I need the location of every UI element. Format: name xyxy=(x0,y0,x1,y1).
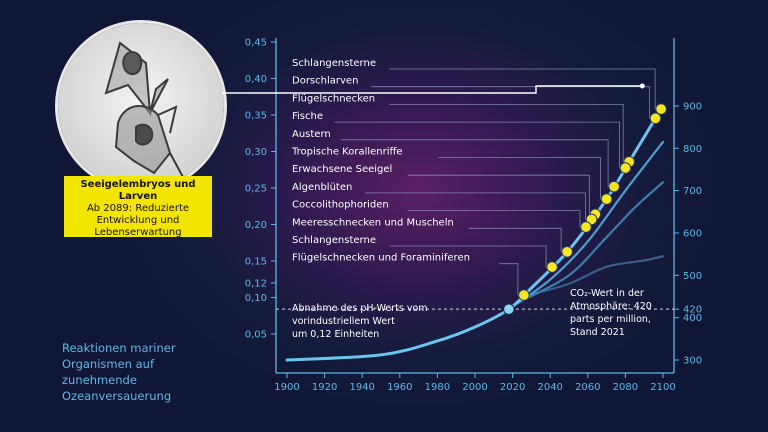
series-line xyxy=(285,104,665,362)
marker-leader-line xyxy=(499,263,524,296)
x-tick-label: 1980 xyxy=(425,382,450,393)
marker-dot xyxy=(585,213,598,226)
right-tick-label: 400 xyxy=(683,313,702,324)
x-tick-label: 2020 xyxy=(500,382,525,393)
marker-leader-line xyxy=(389,68,662,110)
reference-right-label: Stand 2021 xyxy=(570,327,625,338)
series-line xyxy=(507,140,665,311)
marker-label: Austern xyxy=(292,129,331,140)
marker-dot xyxy=(561,245,573,258)
marker-label: Fische xyxy=(292,111,323,122)
x-tick-label: 2000 xyxy=(462,382,487,393)
callout-line-3: Lebenserwartung xyxy=(94,227,182,238)
marker-dot xyxy=(580,221,592,233)
x-tick-label: 2080 xyxy=(613,382,638,393)
sea-urchin-larvae-photo xyxy=(55,20,227,192)
right-tick-label: 700 xyxy=(683,186,702,197)
x-tick-label: 2100 xyxy=(650,382,675,393)
marker-label: Algenblüten xyxy=(292,182,352,193)
right-tick-label: 900 xyxy=(683,101,702,112)
x-tick-label: 1940 xyxy=(349,382,374,393)
reference-right-label: Atmosphäre: 420 xyxy=(570,301,652,312)
reference-right-label: parts per million, xyxy=(570,314,651,325)
x-tick-label: 1900 xyxy=(274,382,299,393)
callout-connector-line xyxy=(222,85,643,94)
callout-title: Seeigelembryos und Larven xyxy=(80,179,196,202)
x-tick-label: 2040 xyxy=(537,382,562,393)
marker-label: Flügelschnecken xyxy=(292,93,375,104)
right-tick-label: 800 xyxy=(683,144,702,155)
marker-label: Tropische Korallenriffe xyxy=(291,147,403,158)
marker-leader-line xyxy=(365,192,592,220)
right-tick-label: 600 xyxy=(683,228,702,239)
callout-line-2: Entwicklung und xyxy=(96,215,180,226)
marker-dot xyxy=(649,112,662,125)
x-tick-label: 1960 xyxy=(387,382,412,393)
marker-label: Meeresschnecken und Muscheln xyxy=(292,217,454,228)
marker-dot xyxy=(608,180,620,193)
callout-connector-end xyxy=(639,83,645,89)
marker-label: Flügelschnecken und Foraminiferen xyxy=(292,253,470,264)
left-tick-label: 0,25 xyxy=(245,184,267,195)
marker-leader-line xyxy=(407,174,596,215)
marker-dot xyxy=(619,162,632,174)
larvae-illustration xyxy=(58,23,224,189)
chart-caption: Reaktionen mariner Organismen auf zunehm… xyxy=(62,341,176,403)
left-tick-label: 0,40 xyxy=(245,74,267,85)
reference-left-label: vorindustriellem Wert xyxy=(292,316,395,327)
marker-leader-line xyxy=(371,86,656,119)
right-tick-label: 500 xyxy=(683,271,702,282)
marker-label: Schlangensterne xyxy=(292,235,376,246)
left-tick-label: 0,15 xyxy=(245,257,267,268)
left-tick-label: 0,35 xyxy=(245,111,267,122)
reference-left-label: Abnahme des pH-Werts vom xyxy=(292,303,428,314)
callout-line-1: Ab 2089: Reduzierte xyxy=(86,203,190,214)
sea-urchin-callout: Seeigelembryos und Larven Ab 2089: Reduz… xyxy=(64,176,212,238)
marker-dot xyxy=(600,193,613,205)
marker-dot xyxy=(655,103,667,115)
marker-leader-line xyxy=(334,121,626,169)
left-tick-label: 0,10 xyxy=(245,293,267,304)
marker-leader-line xyxy=(389,104,630,163)
left-tick-label: 0,12 xyxy=(245,278,267,289)
marker-label: Erwachsene Seeigel xyxy=(292,164,392,175)
reference-right-label: CO₂-Wert in der xyxy=(570,288,644,299)
x-tick-label: 1920 xyxy=(312,382,337,393)
marker-label: Dorschlarven xyxy=(292,76,358,87)
marker-label: Coccolithophoriden xyxy=(292,200,389,211)
marker-label: Schlangensterne xyxy=(292,58,376,69)
left-tick-label: 0,30 xyxy=(245,147,267,158)
right-tick-label: 300 xyxy=(683,356,702,367)
right-tick-label: 420 xyxy=(683,305,702,316)
x-tick-label: 2060 xyxy=(575,382,600,393)
reference-point xyxy=(503,303,515,315)
series-line xyxy=(520,181,665,302)
series-line xyxy=(530,255,665,296)
left-tick-label: 0,05 xyxy=(245,330,267,341)
reference-left-label: um 0,12 Einheiten xyxy=(292,329,379,340)
marker-leader-line xyxy=(468,227,568,253)
left-tick-label: 0,20 xyxy=(245,220,267,231)
left-tick-label: 0,45 xyxy=(245,38,267,49)
marker-dot xyxy=(546,261,558,273)
marker-dot xyxy=(518,289,530,301)
